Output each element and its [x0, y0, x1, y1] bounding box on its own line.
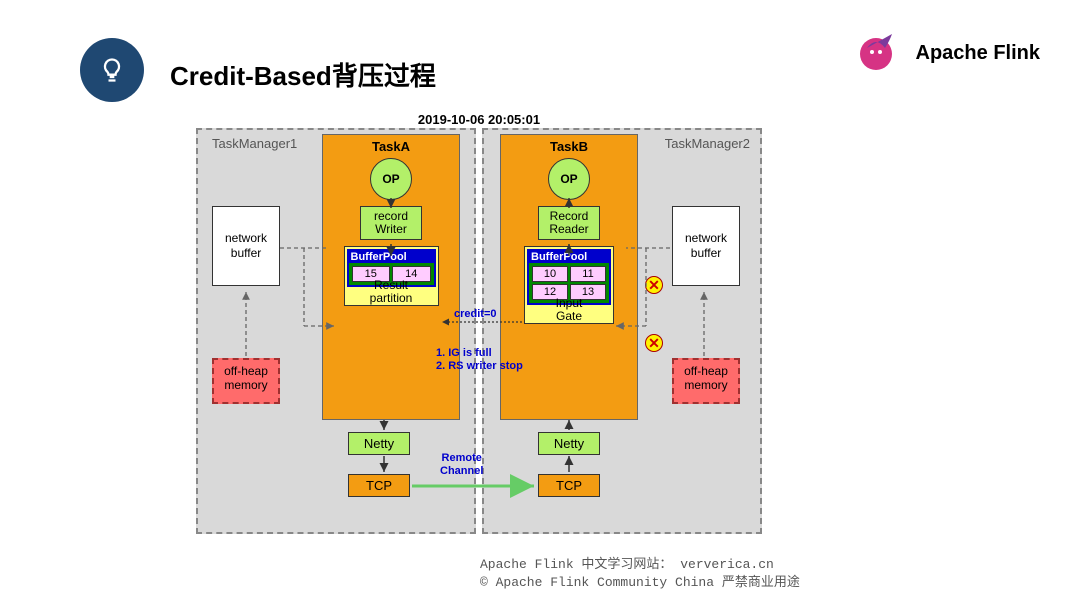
gate-label: Input Gate: [525, 297, 613, 323]
tm2-label: TaskManager2: [665, 136, 750, 151]
tm1-label: TaskManager1: [212, 136, 297, 151]
tip-badge: [80, 38, 144, 102]
partition-label: Result partition: [345, 279, 438, 305]
brand-label: Apache Flink: [916, 42, 1040, 65]
note-1: 1. IG is full: [436, 347, 492, 360]
xmark-bottom: ✕: [645, 334, 663, 352]
channel-label: Remote Channel: [440, 452, 483, 478]
result-partition: BufferPool 15 14 Result partition: [344, 246, 439, 306]
record-reader: Record Reader: [538, 206, 600, 240]
footer-line2: © Apache Flink Community China 严禁商业用途: [480, 574, 800, 592]
netbuf-a: network buffer: [212, 206, 280, 286]
note-2: 2. RS writer stop: [436, 360, 523, 373]
netbuf-b: network buffer: [672, 206, 740, 286]
xmark-top: ✕: [645, 276, 663, 294]
tcp-b: TCP: [538, 474, 600, 497]
timestamp-label: 2019-10-06 20:05:01: [418, 112, 540, 127]
bufferpool-a-label: BufferPool: [349, 251, 434, 263]
netty-a: Netty: [348, 432, 410, 455]
task-b: TaskB OP Record Reader BufferPool 10 11 …: [500, 134, 638, 420]
footer-line1: Apache Flink 中文学习网站： ververica.cn: [480, 556, 800, 574]
task-a-op: OP: [370, 158, 412, 200]
record-writer: record Writer: [360, 206, 422, 240]
cell-b0: 10: [532, 266, 568, 282]
task-b-op: OP: [548, 158, 590, 200]
task-b-label: TaskB: [501, 135, 637, 154]
bufferpool-b-label: BufferPool: [529, 251, 609, 263]
netty-b: Netty: [538, 432, 600, 455]
page-title: Credit-Based背压过程: [170, 56, 436, 93]
offheap-a: off-heap memory: [212, 358, 280, 404]
cell-b1: 11: [570, 266, 606, 282]
task-a-label: TaskA: [323, 135, 459, 154]
input-gate: BufferPool 10 11 12 13 Input Gate: [524, 246, 614, 324]
task-a: TaskA OP record Writer BufferPool 15 14 …: [322, 134, 460, 420]
footer: Apache Flink 中文学习网站： ververica.cn © Apac…: [480, 556, 800, 592]
offheap-b: off-heap memory: [672, 358, 740, 404]
credit-label: credit=0: [454, 308, 497, 321]
diagram-container: 2019-10-06 20:05:01 TaskManager1 TaskMan…: [196, 128, 762, 534]
flink-logo-icon: [852, 28, 900, 76]
tcp-a: TCP: [348, 474, 410, 497]
bulb-icon: [98, 56, 126, 84]
